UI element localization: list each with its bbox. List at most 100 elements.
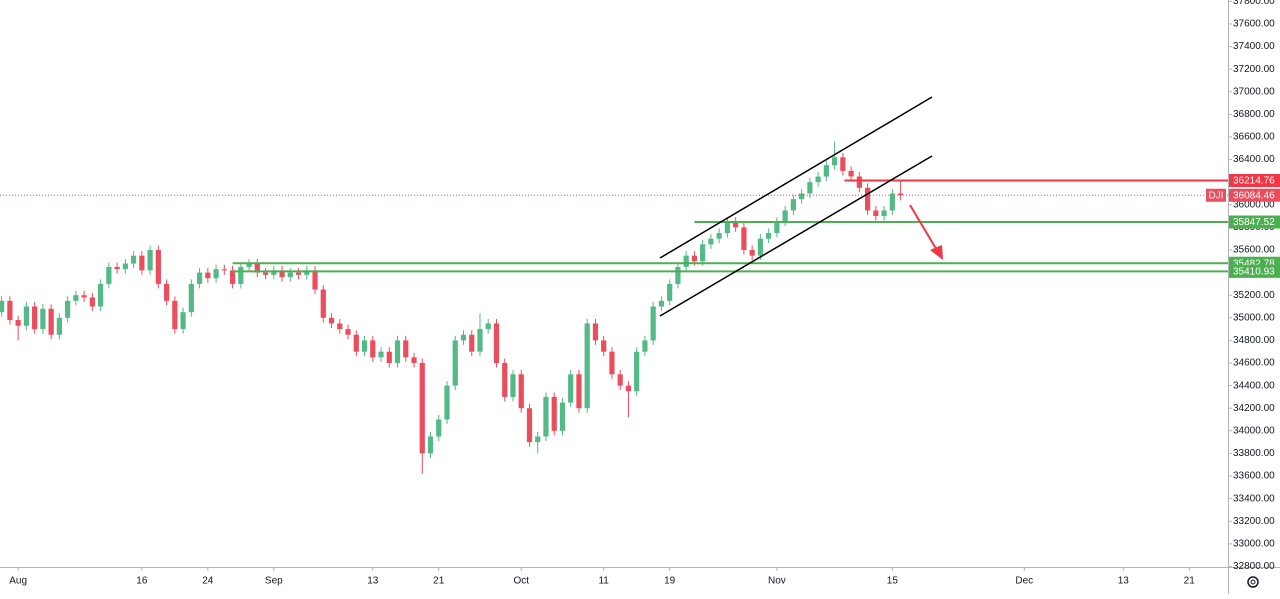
candle-body [361, 340, 368, 352]
candle-body [592, 323, 599, 341]
x-tick-label: 19 [664, 576, 676, 587]
candle-body [188, 283, 194, 313]
candle-body [584, 323, 590, 409]
axes: 32800.00 33000.00 33200.00 33400.00 33600.00… [9, 0, 1280, 587]
candle-body [634, 351, 640, 392]
y-tick-label: 37000.00 [1233, 86, 1275, 97]
candle-body [749, 249, 755, 256]
y-tick-label: 37600.00 [1233, 19, 1275, 30]
candle-body [485, 323, 491, 330]
candle-body [312, 270, 318, 290]
candle-body [691, 255, 698, 262]
candle-body [502, 363, 508, 397]
gear[interactable] [1247, 576, 1259, 588]
symbol-label: DJI [1209, 190, 1224, 201]
level-label: 35482.78 [1233, 258, 1275, 269]
y-tick-label: 34600.00 [1233, 358, 1275, 369]
channel-upper [659, 96, 933, 259]
candle-body [89, 297, 95, 307]
candle-body [122, 263, 128, 270]
x-tick-label: Aug [9, 576, 27, 587]
candle-body [716, 233, 722, 239]
candle-body [807, 182, 813, 194]
candle-body [766, 233, 772, 239]
gear-center[interactable] [1250, 579, 1256, 585]
candle-body [23, 306, 29, 326]
candle-body [56, 317, 62, 335]
candle-body [419, 363, 425, 454]
candle-body [840, 157, 846, 171]
candle-body [139, 255, 145, 271]
settings-icon[interactable] [1247, 576, 1259, 588]
candle-body [510, 374, 516, 397]
candle-body [81, 295, 87, 298]
x-tick-label: Dec [1015, 576, 1033, 587]
candle-body [799, 193, 805, 200]
x-tick-label: 21 [1184, 576, 1196, 587]
candle-body [848, 170, 854, 177]
candle-body [700, 244, 706, 262]
candle-body [147, 249, 153, 271]
candle-body [757, 238, 763, 256]
candle-body [394, 340, 401, 364]
x-tick-label: 16 [136, 576, 148, 587]
candle-body [98, 283, 104, 307]
candle-body [708, 238, 714, 245]
candle-body [48, 308, 54, 335]
x-tick-label: 13 [367, 576, 379, 587]
y-tick-label: 36400.00 [1233, 154, 1275, 165]
candle-body [271, 270, 277, 275]
candle-body [221, 269, 227, 271]
candle-body [625, 385, 632, 392]
candle-body [774, 221, 780, 234]
y-tick-label: 35200.00 [1233, 290, 1275, 301]
candle-body [328, 317, 335, 324]
candle-body [114, 266, 120, 270]
y-tick-label: 33600.00 [1233, 471, 1275, 482]
candle-body [832, 157, 838, 166]
candle-body [295, 272, 302, 275]
y-tick-label: 34400.00 [1233, 380, 1275, 391]
candle-body [526, 408, 533, 443]
time-axis [0, 567, 1280, 594]
level-label-box [1229, 264, 1280, 278]
y-tick-label: 36600.00 [1233, 132, 1275, 143]
candle-body [32, 306, 38, 330]
candle-body [238, 266, 244, 284]
candle-body [436, 419, 442, 437]
y-tick-label: 33200.00 [1233, 516, 1275, 527]
candle-body [658, 300, 665, 307]
arrow-head [930, 245, 943, 260]
plot [0, 141, 1228, 474]
arrow-shaft [909, 204, 939, 253]
candle-body [262, 272, 269, 275]
candle-body [213, 269, 219, 279]
candle-body [741, 227, 747, 250]
candle-body [543, 396, 549, 437]
price-axis [1228, 0, 1280, 594]
candle-body [873, 210, 879, 217]
candle-body [733, 221, 739, 228]
candle-body [353, 334, 359, 352]
last-price-box [1229, 188, 1280, 202]
candle-body [675, 266, 681, 284]
candle-body [452, 340, 458, 386]
candle-body [551, 396, 557, 431]
candle-body [180, 312, 186, 330]
candle-body [427, 436, 434, 454]
candle-body [287, 272, 293, 278]
y-tick-label: 33800.00 [1233, 448, 1275, 459]
candle-body [576, 374, 582, 409]
candle-body [683, 255, 689, 267]
candle-body [823, 165, 829, 177]
y-tick-label: 35600.00 [1233, 245, 1275, 256]
candle-body [642, 340, 648, 352]
y-tick-label: 37200.00 [1233, 64, 1275, 75]
x-tick-label: Oct [513, 576, 529, 587]
candle-body [864, 187, 871, 211]
candle-body [386, 351, 392, 364]
last-price-label: 36084.46 [1233, 190, 1275, 201]
